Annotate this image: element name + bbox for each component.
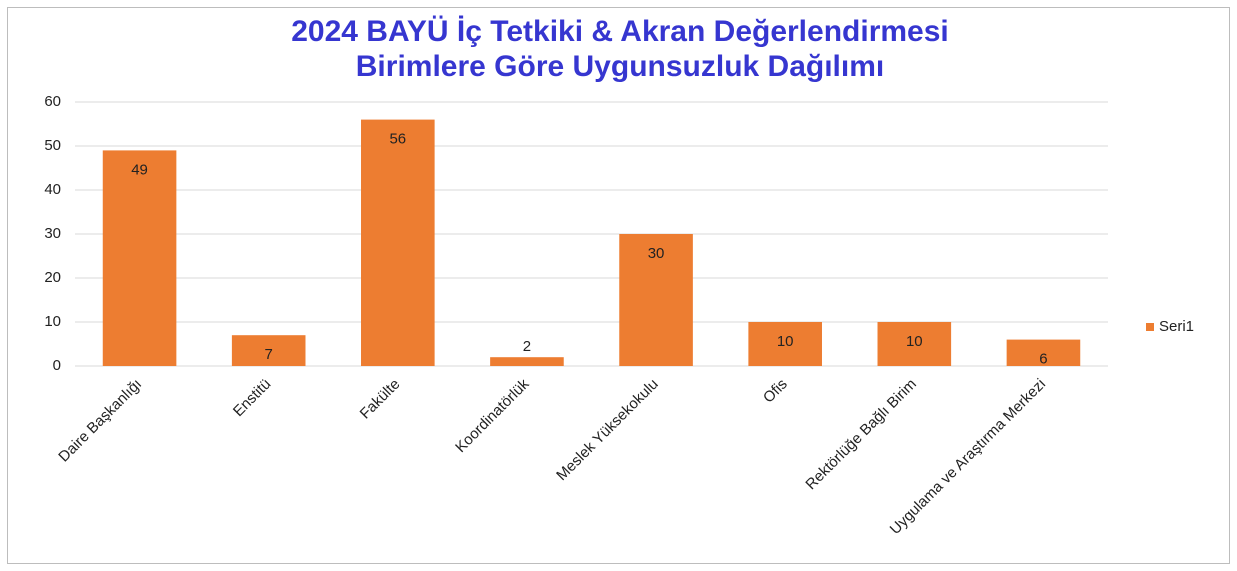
bar bbox=[231, 335, 306, 366]
bar bbox=[102, 150, 177, 366]
data-label: 56 bbox=[389, 131, 406, 148]
bar bbox=[748, 322, 822, 366]
data-label: 49 bbox=[131, 161, 148, 178]
data-label: 7 bbox=[265, 346, 273, 363]
chart-title: 2024 BAYÜ İç Tetkiki & Akran Değerlendir… bbox=[291, 15, 949, 48]
legend-swatch bbox=[1146, 323, 1154, 331]
data-label: 10 bbox=[777, 333, 794, 350]
bar bbox=[490, 357, 564, 366]
bar bbox=[361, 119, 435, 366]
data-label: 2 bbox=[523, 338, 531, 355]
data-label: 30 bbox=[648, 245, 665, 262]
chart-border bbox=[7, 7, 1230, 564]
y-tick-label: 0 bbox=[53, 357, 61, 374]
data-label: 10 bbox=[906, 333, 923, 350]
y-tick-label: 40 bbox=[44, 181, 61, 198]
y-tick-label: 60 bbox=[44, 93, 61, 110]
chart-title: Birimlere Göre Uygunsuzluk Dağılımı bbox=[356, 50, 884, 83]
y-tick-label: 50 bbox=[44, 137, 61, 154]
data-label: 6 bbox=[1039, 351, 1047, 368]
bar bbox=[1006, 339, 1081, 366]
y-tick-label: 30 bbox=[44, 225, 61, 242]
bar bbox=[877, 322, 952, 366]
legend-label: Seri1 bbox=[1159, 318, 1194, 335]
y-tick-label: 10 bbox=[44, 313, 61, 330]
bar bbox=[619, 234, 693, 366]
y-tick-label: 20 bbox=[44, 269, 61, 286]
